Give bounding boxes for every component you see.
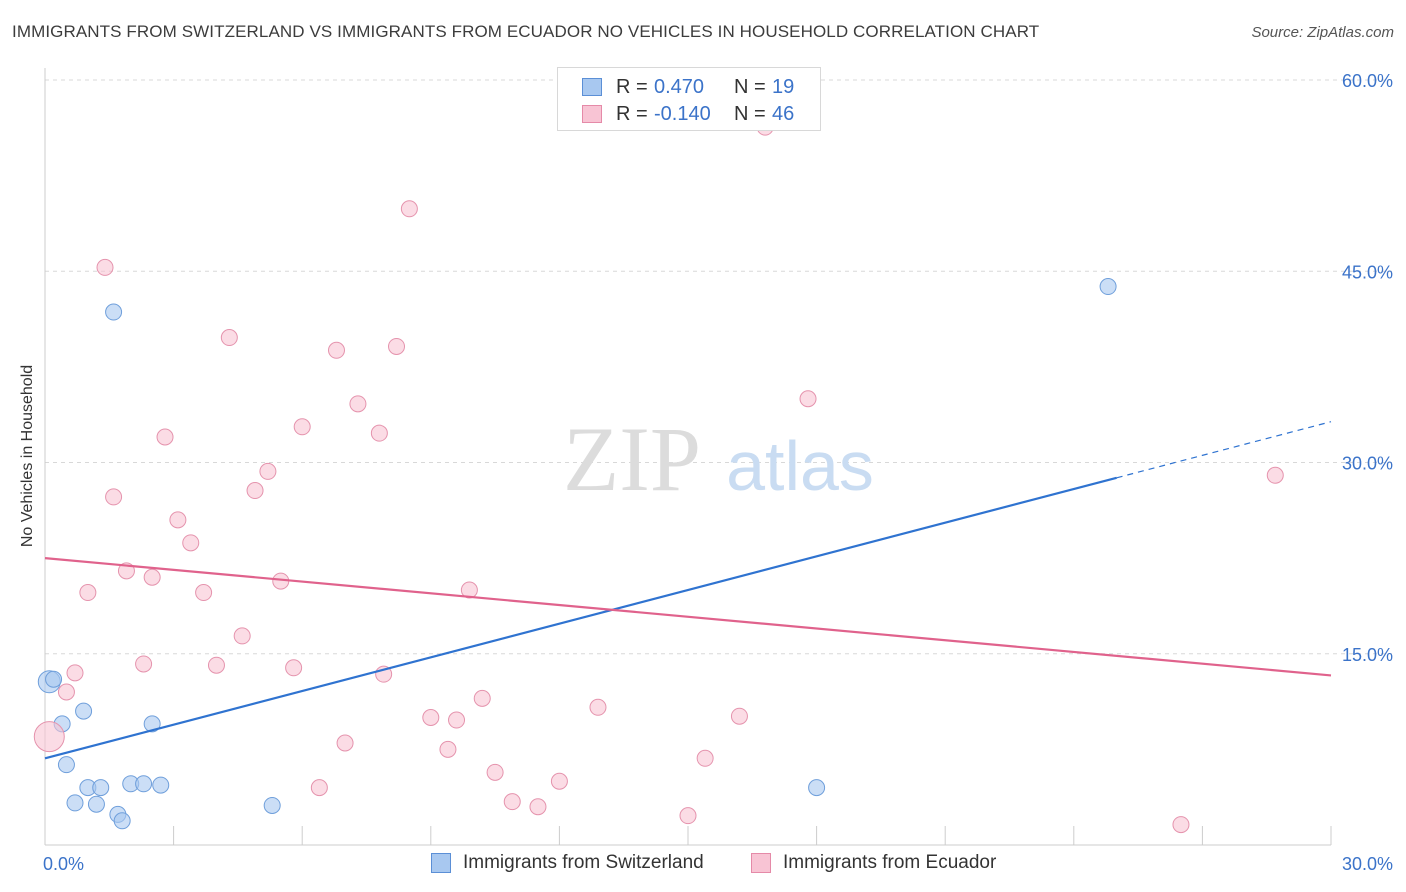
tick-label-layer: 15.0% 30.0% 45.0% 60.0% 0.0% 30.0%	[43, 71, 1393, 874]
point-ecuador	[220, 329, 238, 347]
point-ecuador	[96, 258, 114, 276]
legend-n-value: 19	[772, 76, 795, 98]
legend-swatch-ecuador	[751, 853, 771, 873]
point-ecuador	[589, 698, 607, 716]
point-ecuador	[1266, 466, 1284, 484]
legend-r-label: R =	[616, 103, 648, 125]
point-switzerland	[75, 702, 93, 720]
point-switzerland	[105, 303, 123, 321]
point-ecuador	[143, 568, 161, 586]
legend-r-label: R =	[616, 76, 648, 98]
point-ecuador	[293, 418, 311, 436]
point-ecuador	[730, 707, 748, 725]
point-ecuador	[246, 482, 264, 500]
point-ecuador	[79, 584, 97, 602]
point-ecuador	[66, 664, 84, 682]
point-ecuador	[422, 709, 440, 726]
point-ecuador	[1172, 816, 1190, 834]
y-tick-label: 45.0%	[1342, 262, 1393, 282]
trendline-ecuador	[44, 557, 1332, 677]
point-ecuador	[400, 200, 418, 218]
legend-swatch-switzerland	[582, 78, 602, 96]
point-ecuador	[310, 779, 328, 797]
points-layer	[33, 118, 1284, 834]
y-axis-label: No Vehicles in Household	[19, 364, 36, 548]
point-ecuador	[105, 488, 123, 506]
point-switzerland	[1099, 278, 1117, 296]
point-ecuador	[33, 721, 65, 753]
point-ecuador	[182, 534, 200, 552]
legend-r-value: 0.470	[654, 76, 705, 98]
point-switzerland	[808, 779, 826, 797]
grid-layer	[45, 79, 1392, 655]
legend-n-label: N =	[734, 76, 766, 98]
point-ecuador	[336, 734, 354, 752]
legend-label-ecuador: Immigrants from Ecuador	[783, 852, 997, 873]
point-ecuador	[550, 772, 568, 790]
point-switzerland	[45, 670, 63, 688]
point-ecuador	[233, 627, 251, 645]
point-ecuador	[207, 656, 225, 674]
watermark-atlas: atlas	[726, 427, 874, 505]
point-ecuador	[169, 511, 187, 529]
legend-n-value: 46	[772, 103, 795, 125]
point-switzerland	[92, 779, 110, 797]
watermark-zip: ZIP	[563, 408, 701, 510]
point-ecuador	[259, 462, 277, 480]
x-tick-label: 0.0%	[43, 854, 84, 874]
point-ecuador	[135, 655, 153, 673]
point-ecuador	[156, 428, 174, 446]
point-switzerland	[66, 794, 84, 812]
point-ecuador	[486, 763, 504, 781]
point-ecuador	[439, 740, 457, 758]
point-ecuador	[460, 581, 478, 599]
chart-title: IMMIGRANTS FROM SWITZERLAND VS IMMIGRANT…	[12, 22, 1040, 41]
axes-layer	[44, 68, 1332, 846]
point-switzerland	[57, 756, 75, 774]
point-ecuador	[799, 390, 817, 408]
point-ecuador	[349, 395, 367, 413]
point-ecuador	[696, 749, 714, 767]
point-switzerland	[87, 795, 105, 813]
point-switzerland	[113, 812, 131, 830]
trend-layer	[44, 421, 1332, 760]
legend-swatch-switzerland	[431, 853, 451, 873]
legend-swatch-ecuador	[582, 105, 602, 123]
point-switzerland	[263, 796, 281, 814]
y-tick-label: 15.0%	[1342, 645, 1393, 665]
y-tick-label: 60.0%	[1342, 71, 1393, 91]
point-ecuador	[448, 711, 466, 729]
legend-r-value: -0.140	[654, 103, 711, 125]
y-tick-label: 30.0%	[1342, 454, 1393, 474]
point-switzerland	[143, 715, 161, 733]
x-tick-label: 30.0%	[1342, 854, 1393, 874]
point-ecuador	[327, 341, 345, 359]
trendline-switzerland	[44, 476, 1117, 760]
point-ecuador	[473, 689, 491, 707]
legend-n-label: N =	[734, 103, 766, 125]
point-ecuador	[285, 659, 303, 677]
point-ecuador	[370, 424, 388, 442]
point-ecuador	[57, 683, 75, 701]
point-ecuador	[503, 793, 521, 811]
point-ecuador	[195, 584, 213, 602]
point-ecuador	[679, 807, 697, 825]
point-switzerland	[152, 776, 170, 794]
point-ecuador	[388, 337, 406, 355]
watermark: ZIP atlas	[563, 408, 874, 510]
trendline-switzerland-extension	[1116, 421, 1332, 479]
point-ecuador	[529, 798, 547, 816]
source-credit: Source: ZipAtlas.com	[1251, 24, 1394, 41]
correlation-legend: R = 0.470 N = 19 R = -0.140 N = 46	[557, 67, 821, 131]
legend-label-switzerland: Immigrants from Switzerland	[463, 852, 704, 873]
point-switzerland	[135, 775, 153, 793]
